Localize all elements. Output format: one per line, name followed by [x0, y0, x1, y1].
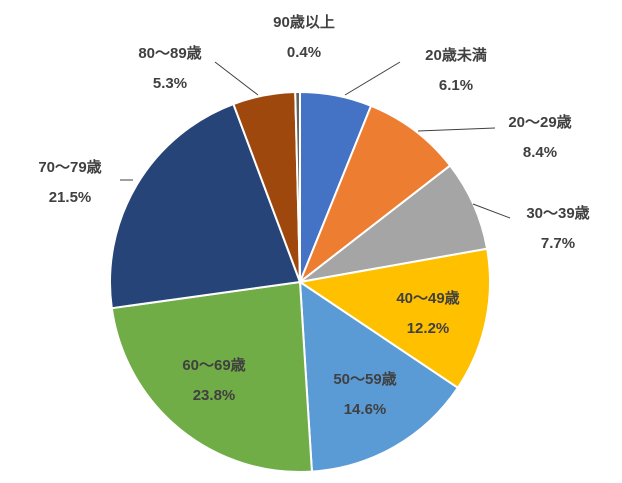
category-label-7: 70～79歳: [38, 158, 101, 176]
pie-slice-5: [298, 280, 460, 473]
value-label-7: 21.5%: [49, 189, 92, 206]
value-label-6: 23.8%: [193, 387, 236, 404]
leader-line-1: [344, 61, 401, 96]
leader-lines: [120, 61, 511, 219]
value-label-9: 0.4%: [287, 44, 321, 61]
value-label-1: 6.1%: [439, 77, 473, 94]
value-label-3: 7.7%: [541, 235, 575, 252]
category-label-5: 50～59歳: [333, 370, 396, 388]
pie-slice-6: [110, 280, 313, 474]
category-label-1: 20歳未満: [425, 46, 487, 64]
pie-slice-2: [297, 104, 452, 286]
pie-slice-4: [297, 247, 492, 390]
slice-labels: 20歳未満 6.1% 20～29歳 8.4% 30～39歳 7.7% 40～49歳 12.2%…: [38, 13, 589, 418]
leader-line-3: [472, 203, 511, 219]
value-label-4: 12.2%: [407, 320, 450, 337]
category-label-2: 20～29歳: [508, 113, 571, 131]
category-label-9: 90歳以上: [273, 13, 335, 31]
category-label-8: 80～89歳: [138, 44, 201, 62]
leader-line-2: [417, 127, 496, 132]
pie-slice-3: [299, 164, 489, 283]
category-label-4: 40～49歳: [396, 289, 459, 307]
category-label-6: 60～69歳: [182, 356, 245, 374]
pie-slices: [109, 90, 492, 474]
pie-slice-7: [109, 102, 302, 310]
value-label-5: 14.6%: [344, 401, 387, 418]
value-label-8: 5.3%: [153, 75, 187, 92]
pie-slice-9: [294, 90, 301, 283]
leader-line-8: [214, 61, 259, 96]
category-label-3: 30～39歳: [526, 204, 589, 222]
value-label-2: 8.4%: [523, 144, 557, 161]
